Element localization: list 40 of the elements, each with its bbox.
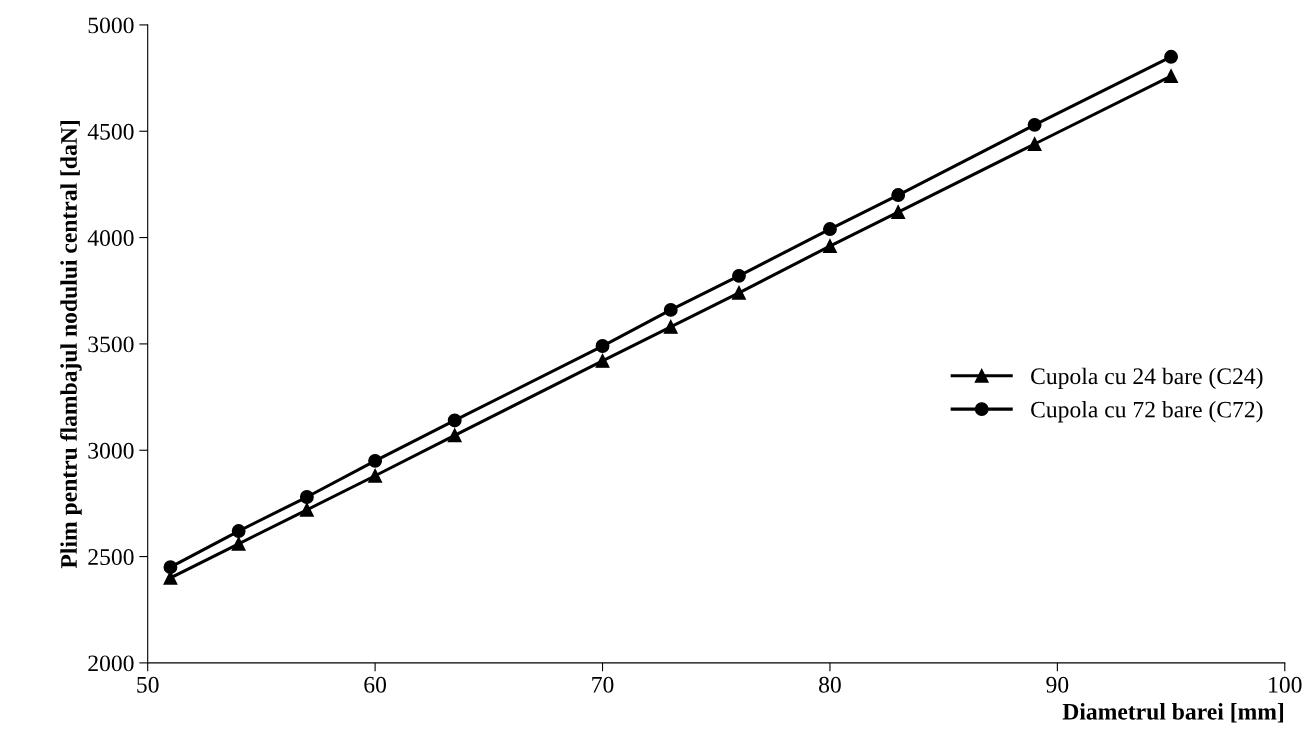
y-tick-label: 5000 — [88, 17, 134, 34]
y-tick-label: 4000 — [87, 230, 134, 246]
y-tick-label: 3500 — [88, 336, 134, 353]
y-axis-title: Plim pentru flambajul nodului central [daN] — [60, 121, 82, 569]
point — [891, 205, 906, 219]
point — [732, 285, 746, 300]
point — [1027, 137, 1042, 151]
point — [822, 239, 837, 254]
point — [732, 268, 746, 283]
point — [891, 188, 906, 202]
point — [822, 222, 837, 237]
x-tick-label: 50 — [137, 676, 159, 693]
x-tick-label: 80 — [819, 676, 841, 693]
point — [299, 502, 314, 517]
x-tick-label: 70 — [592, 676, 614, 693]
point — [299, 490, 314, 504]
point — [663, 319, 678, 334]
point — [163, 560, 178, 575]
point — [1164, 69, 1179, 83]
x-tick-label: 60 — [364, 676, 387, 693]
point — [663, 302, 678, 317]
x-tick-label: 90 — [1046, 676, 1069, 693]
point — [368, 468, 383, 483]
point — [368, 453, 383, 468]
point — [1027, 117, 1042, 132]
legend-label: Cupola cu 72 bare (C72) — [1031, 400, 1263, 423]
y-tick-label: 2000 — [88, 655, 134, 672]
point — [447, 428, 462, 443]
point — [1164, 49, 1179, 64]
point — [447, 413, 462, 428]
y-tick-label: 4500 — [87, 123, 134, 140]
y-tick-label: 2500 — [88, 549, 134, 565]
y-tick-label: 3000 — [88, 442, 134, 459]
point — [595, 339, 610, 353]
x-tick-label: 100 — [1269, 676, 1302, 693]
x-axis-title: Diametrul barei [mm] — [1062, 703, 1284, 723]
point — [595, 353, 610, 368]
legend-label: Cupola cu 24 bare (C24) — [1031, 367, 1263, 390]
point — [231, 536, 246, 551]
point — [231, 524, 246, 538]
